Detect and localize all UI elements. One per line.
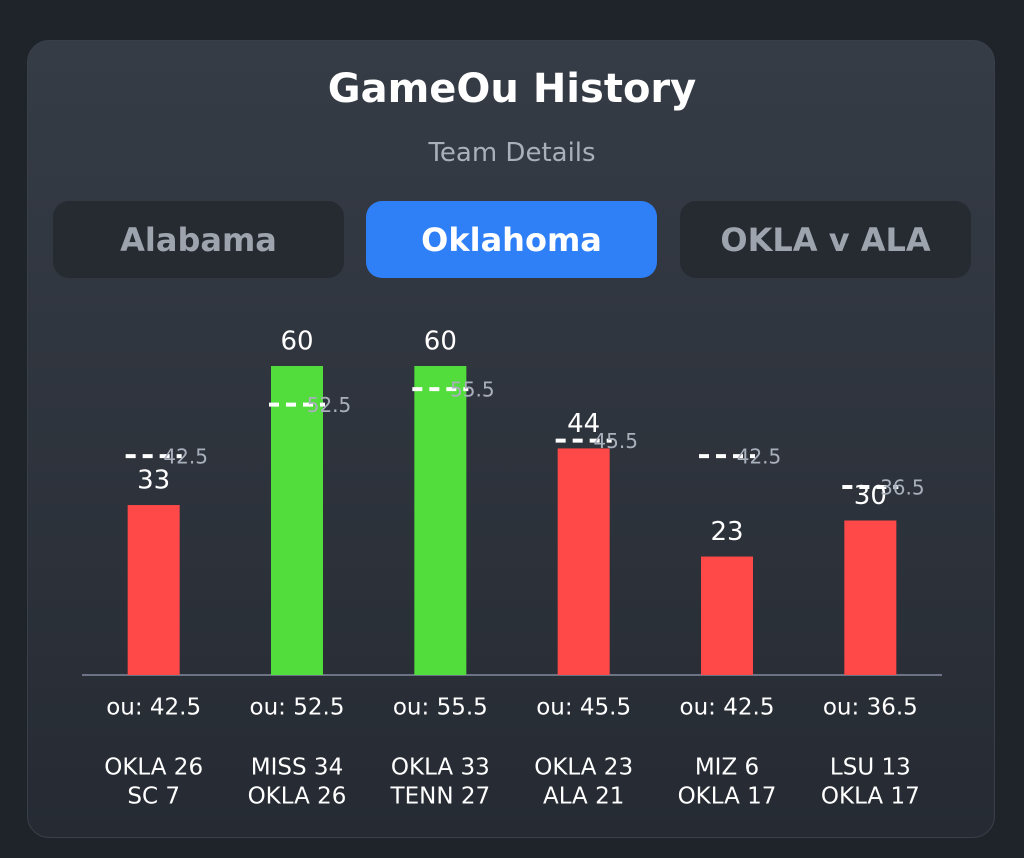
score: OKLA 17 [678, 784, 777, 810]
bar [127, 505, 180, 675]
ou-line-label: 36.5 [880, 476, 925, 500]
ou-label: ou: 42.5 [106, 695, 201, 721]
ou-line-label: 55.5 [450, 378, 495, 402]
ou-label: ou: 52.5 [250, 695, 345, 721]
bar [701, 556, 753, 675]
score: ALA 21 [543, 784, 624, 810]
score: OKLA 23 [534, 755, 633, 781]
score: SC 7 [127, 784, 180, 810]
score: TENN 27 [390, 784, 491, 810]
value-label: 60 [280, 327, 313, 357]
bar [557, 448, 610, 675]
ou-label: ou: 42.5 [680, 695, 775, 721]
score: MISS 34 [251, 755, 343, 781]
ou-label: ou: 36.5 [823, 695, 918, 721]
ou-line-label: 45.5 [593, 429, 638, 453]
ou-label: ou: 55.5 [393, 695, 488, 721]
tab[interactable]: OKLA v ALA [680, 201, 971, 278]
ou-line-label: 42.5 [163, 445, 208, 469]
score: OKLA 26 [104, 755, 203, 781]
ou-line-label: 52.5 [307, 393, 352, 417]
bar [271, 366, 323, 675]
ou-label: ou: 45.5 [536, 695, 631, 721]
value-label: 23 [710, 517, 743, 547]
subtitle: Team Details [428, 138, 596, 168]
tab[interactable]: Alabama [53, 201, 344, 278]
score: OKLA 17 [821, 784, 920, 810]
card [27, 40, 995, 838]
score: OKLA 26 [248, 784, 347, 810]
title: GameOu History [327, 66, 697, 112]
bar [414, 366, 467, 675]
bar [844, 520, 897, 675]
score: LSU 13 [830, 755, 911, 781]
score: MIZ 6 [695, 755, 759, 781]
tab-active[interactable]: Oklahoma [366, 201, 657, 278]
value-label: 44 [567, 409, 600, 439]
score: OKLA 33 [391, 755, 490, 781]
value-label: 33 [137, 466, 170, 496]
value-label: 60 [424, 327, 457, 357]
ou-line-label: 42.5 [737, 445, 782, 469]
